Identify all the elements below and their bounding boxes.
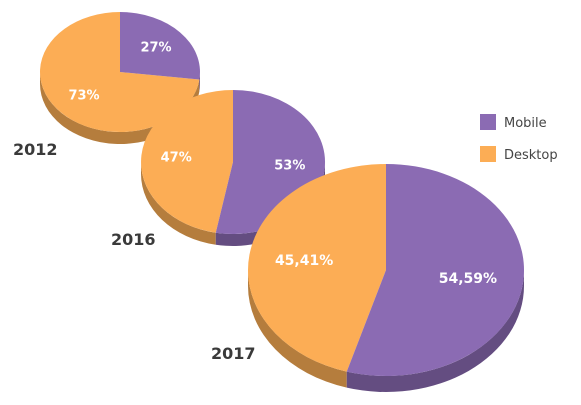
pie-2012-slice-mobile <box>120 12 201 80</box>
pie-2012-slice-desktop <box>40 12 200 132</box>
legend-swatch-desktop <box>480 146 496 162</box>
pie-2016-label-desktop: 47% <box>161 150 192 165</box>
pie-2017-depth-desktop <box>248 270 347 388</box>
pie-2017-slice-desktop <box>248 164 386 372</box>
pie-2012-label-desktop: 73% <box>68 88 99 103</box>
pie-2017-label-desktop: 45,41% <box>275 253 333 269</box>
legend: Mobile Desktop <box>480 114 558 163</box>
legend-swatch-mobile <box>480 114 496 130</box>
pie-2016-depth-desktop <box>141 162 216 245</box>
pie-2012-depth-mobile <box>199 72 200 92</box>
year-label-2012: 2012 <box>13 140 58 159</box>
legend-label-desktop: Desktop <box>504 148 558 163</box>
pie-2017-depth-mobile <box>346 270 524 392</box>
pie-2017-slice-mobile <box>346 164 525 377</box>
year-label-2017: 2017 <box>211 344 256 363</box>
pie-2017: 45,41% 54,59% <box>248 164 525 392</box>
pie-2017-label-mobile: 54,59% <box>439 271 497 287</box>
pie-2012-label-mobile: 27% <box>140 41 171 56</box>
legend-label-mobile: Mobile <box>504 116 547 131</box>
pie-2016-label-mobile: 53% <box>274 159 305 174</box>
pie-2016-slice-desktop <box>141 90 233 233</box>
year-label-2016: 2016 <box>111 230 156 249</box>
